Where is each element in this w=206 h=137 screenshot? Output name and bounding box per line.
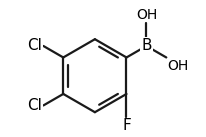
Text: OH: OH [136, 8, 157, 22]
Text: Cl: Cl [27, 98, 42, 113]
Text: Cl: Cl [27, 38, 42, 53]
Text: F: F [122, 118, 131, 133]
Text: B: B [141, 38, 152, 53]
Text: OH: OH [168, 59, 189, 73]
